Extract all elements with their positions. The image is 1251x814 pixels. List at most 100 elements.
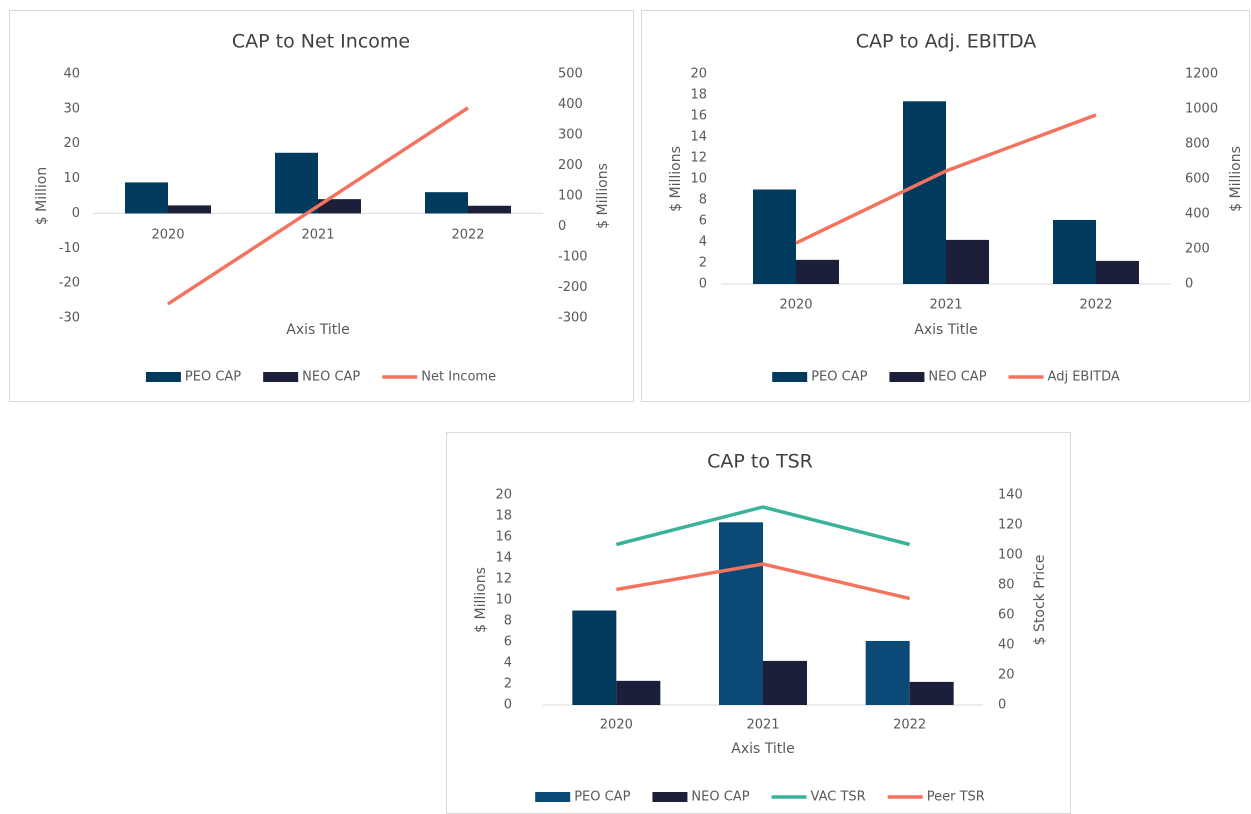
y-tick-label: 12 <box>495 572 512 587</box>
y-tick-label: 40 <box>63 67 80 82</box>
bar <box>468 205 511 214</box>
legend-label: Adj EBITDA <box>1048 370 1120 385</box>
legend-label: VAC TSR <box>811 790 866 805</box>
bar <box>719 522 763 705</box>
y2-tick-label: 0 <box>998 698 1006 713</box>
y2-tick-label: 200 <box>558 158 583 173</box>
line <box>795 113 1097 245</box>
y-tick-label: 20 <box>690 67 707 82</box>
y2-axis-title: $ Stock Price <box>1032 555 1048 646</box>
legend-label: Peer TSR <box>927 790 985 805</box>
bar <box>318 199 361 214</box>
y2-tick-label: 1200 <box>1185 67 1218 82</box>
y2-axis-title: $ Millions <box>1228 146 1244 212</box>
bar <box>125 182 168 214</box>
y-tick-label: 4 <box>699 235 707 250</box>
chart-title: CAP to Net Income <box>232 31 410 53</box>
bar <box>763 660 807 705</box>
bar <box>572 610 617 705</box>
y-tick-label: 30 <box>63 101 80 116</box>
y-tick-label: 16 <box>495 530 512 545</box>
legend-label: NEO CAP <box>302 370 360 385</box>
y-tick-label: 18 <box>495 509 512 524</box>
bar <box>1096 260 1139 284</box>
line <box>167 106 469 306</box>
legend-swatch <box>263 372 299 382</box>
x-tick-label: 2022 <box>451 228 484 243</box>
x-tick-label: 2022 <box>893 718 926 733</box>
y-tick-label: 10 <box>63 171 80 186</box>
y2-tick-label: 200 <box>1185 242 1210 257</box>
x-tick-label: 2021 <box>746 718 779 733</box>
legend-swatch <box>652 792 688 802</box>
legend-label: PEO CAP <box>185 370 241 385</box>
y2-tick-label: 600 <box>1185 172 1210 187</box>
y-tick-label: -20 <box>59 276 80 291</box>
y-tick-label: 6 <box>699 214 707 229</box>
y2-tick-label: 0 <box>1185 277 1193 292</box>
y-tick-label: 10 <box>495 593 512 608</box>
line <box>616 562 911 601</box>
chart-title: CAP to Adj. EBITDA <box>856 31 1037 53</box>
y2-tick-label: 100 <box>558 189 583 204</box>
y-tick-label: 14 <box>495 551 512 566</box>
bar <box>1053 219 1096 284</box>
y-tick-label: 14 <box>690 130 707 145</box>
y2-tick-label: 0 <box>558 219 566 234</box>
x-tick-label: 2020 <box>600 718 633 733</box>
y-axis-title: $ Millions <box>473 567 489 633</box>
y2-axis-title: $ Millions <box>595 163 611 229</box>
y-tick-label: 0 <box>699 277 707 292</box>
y-tick-label: 2 <box>504 677 512 692</box>
y2-tick-label: 40 <box>998 638 1015 653</box>
x-tick-label: 2020 <box>779 298 812 313</box>
x-axis-title: Axis Title <box>286 322 350 338</box>
y-tick-label: 8 <box>504 614 512 629</box>
bar <box>425 192 468 214</box>
legend-swatch <box>772 372 808 382</box>
x-tick-label: 2022 <box>1079 298 1112 313</box>
y-axis-title: $ Millions <box>668 146 684 212</box>
bar <box>275 152 318 214</box>
y2-tick-label: -200 <box>558 280 588 295</box>
y-axis-title: $ Million <box>34 167 50 225</box>
y2-tick-label: 300 <box>558 128 583 143</box>
y-tick-label: 16 <box>690 109 707 124</box>
x-tick-label: 2021 <box>929 298 962 313</box>
bar <box>753 189 796 284</box>
y2-tick-label: 80 <box>998 578 1015 593</box>
legend-swatch <box>145 372 181 382</box>
legend-label: PEO CAP <box>811 370 867 385</box>
y-tick-label: 0 <box>504 698 512 713</box>
legend-swatch <box>889 372 925 382</box>
y2-tick-label: 1000 <box>1185 102 1218 117</box>
y2-tick-label: 400 <box>1185 207 1210 222</box>
y2-tick-label: -100 <box>558 250 588 265</box>
x-tick-label: 2020 <box>151 228 184 243</box>
y2-tick-label: 140 <box>998 488 1023 503</box>
bar <box>865 640 910 705</box>
x-axis-title: Axis Title <box>731 741 795 757</box>
y2-tick-label: 500 <box>558 67 583 82</box>
y2-tick-label: 120 <box>998 518 1023 533</box>
line <box>615 505 911 547</box>
chart-title: CAP to TSR <box>707 451 813 473</box>
legend-swatch <box>535 792 571 802</box>
x-tick-label: 2021 <box>301 228 334 243</box>
y-tick-label: -30 <box>59 311 80 326</box>
y2-tick-label: -300 <box>558 311 588 326</box>
legend-label: PEO CAP <box>574 790 630 805</box>
y-tick-label: 4 <box>504 656 512 671</box>
legend-label: NEO CAP <box>928 370 986 385</box>
y-tick-label: 10 <box>690 172 707 187</box>
y-tick-label: 8 <box>699 193 707 208</box>
y-tick-label: 6 <box>504 635 512 650</box>
y2-tick-label: 60 <box>998 608 1015 623</box>
y-tick-label: -10 <box>59 241 80 256</box>
bar <box>168 205 211 214</box>
bar <box>946 239 989 284</box>
bar <box>616 680 661 705</box>
y2-tick-label: 800 <box>1185 137 1210 152</box>
bar <box>903 101 946 284</box>
y2-tick-label: 100 <box>998 548 1023 563</box>
